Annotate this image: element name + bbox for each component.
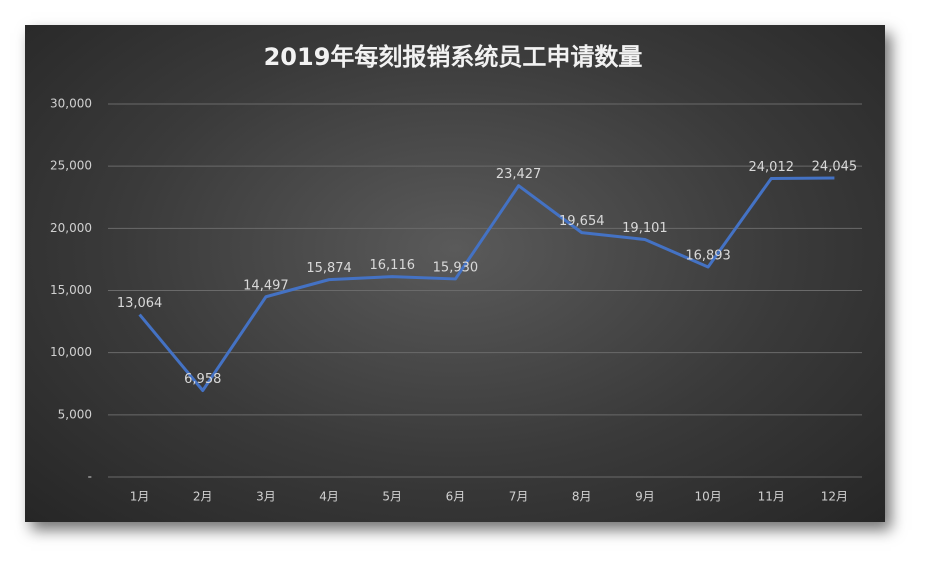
y-tick-label: - xyxy=(88,470,92,484)
data-label: 19,101 xyxy=(622,221,668,236)
y-tick-label: 30,000 xyxy=(50,97,92,111)
x-tick-label: 12月 xyxy=(821,490,848,504)
data-label: 19,654 xyxy=(559,214,605,229)
data-label: 6,958 xyxy=(184,372,221,387)
x-tick-label: 10月 xyxy=(694,490,721,504)
x-tick-label: 1月 xyxy=(130,490,150,504)
data-label: 23,427 xyxy=(496,167,542,182)
x-tick-label: 7月 xyxy=(509,490,529,504)
y-tick-label: 20,000 xyxy=(50,221,92,235)
y-tick-label: 10,000 xyxy=(50,345,92,359)
data-label: 15,930 xyxy=(433,260,479,275)
data-label: 24,045 xyxy=(812,160,858,175)
y-tick-label: 15,000 xyxy=(50,283,92,297)
data-label: 16,893 xyxy=(685,248,731,263)
x-tick-label: 9月 xyxy=(635,490,655,504)
x-tick-label: 8月 xyxy=(572,490,592,504)
data-label: 16,116 xyxy=(370,258,416,273)
x-tick-label: 2月 xyxy=(193,490,213,504)
x-tick-label: 5月 xyxy=(382,490,402,504)
chart-title: 2019年每刻报销系统员工申请数量 xyxy=(264,43,643,71)
x-tick-label: 4月 xyxy=(319,490,339,504)
x-tick-label: 6月 xyxy=(446,490,466,504)
y-tick-label: 5,000 xyxy=(58,407,92,421)
x-tick-label: 3月 xyxy=(256,490,276,504)
data-label: 13,064 xyxy=(117,296,163,311)
chart-panel xyxy=(25,25,885,522)
y-tick-label: 25,000 xyxy=(50,159,92,173)
x-tick-label: 11月 xyxy=(758,490,785,504)
data-label: 15,874 xyxy=(306,261,352,276)
data-label: 14,497 xyxy=(243,278,289,293)
data-label: 24,012 xyxy=(749,160,795,175)
data-line xyxy=(138,176,835,392)
